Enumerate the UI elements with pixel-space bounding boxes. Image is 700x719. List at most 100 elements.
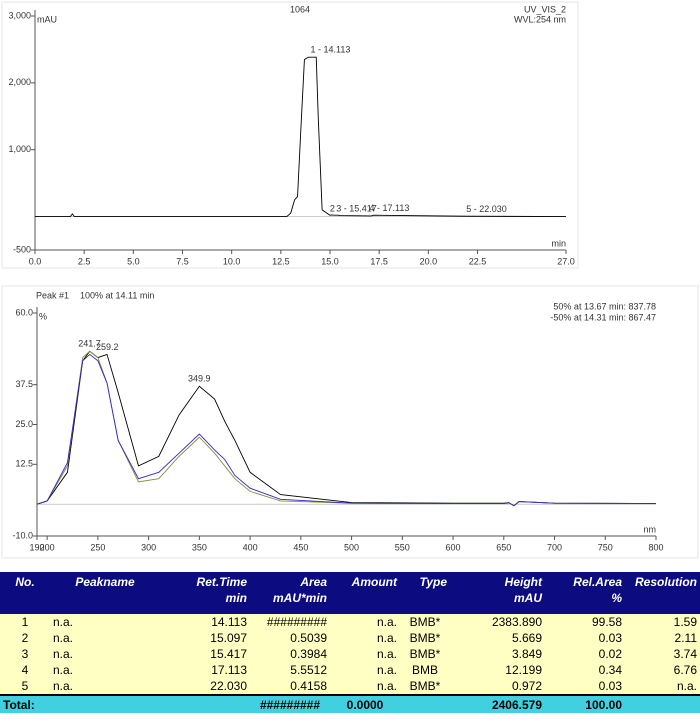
header-text: Rel.Area	[573, 575, 622, 589]
header-text: mAU	[513, 591, 542, 605]
x-tick-label: 12.5	[272, 256, 290, 266]
x-tick-label: 500	[344, 542, 359, 552]
table-cell: BMB	[400, 662, 450, 678]
table-cell: 17.113	[160, 662, 250, 678]
charts: -500 1,000 2,000 3,000 0.0 2.5 5.0 7.5 10.0 12.5 1…	[1, 1, 699, 559]
data-line	[36, 350, 657, 507]
table-cell: 2.11	[625, 630, 700, 646]
y-tick-label: -10.0	[12, 530, 33, 540]
y-tick-label: -500	[13, 244, 31, 254]
table-cell: 5.669	[450, 630, 545, 646]
x-tick-label: 22.5	[469, 256, 487, 266]
y-tick-label: 25.0	[15, 419, 33, 429]
table-cell: 2383.890	[450, 614, 545, 630]
table-cell: 0.3984	[250, 646, 330, 662]
table-cell: 0.03	[545, 678, 625, 695]
legend-entry: -50% at 14.31 min: 867.47	[550, 312, 656, 322]
empty-cell	[625, 694, 700, 713]
x-tick-label: 250	[90, 542, 105, 552]
table-cell: 3	[0, 646, 50, 662]
table-cell: 5	[0, 678, 50, 695]
x-tick-label: 15.0	[321, 256, 339, 266]
header-text: Peakname	[75, 575, 135, 589]
total-cell: 0.0000	[330, 694, 400, 713]
header-text: mAU*min	[272, 591, 327, 605]
peak-label: 3 - 15.417	[336, 204, 377, 214]
column-header: Area mAU*min	[250, 572, 330, 614]
table-cell: 1.59	[625, 614, 700, 630]
table-cell: 1	[0, 614, 50, 630]
table-cell: BMB*	[400, 678, 450, 695]
total-cell: 100.00	[545, 694, 625, 713]
table-cell: 15.417	[160, 646, 250, 662]
table-cell: n.a.	[330, 678, 400, 695]
x-tick-label: 200	[40, 542, 55, 552]
table-cell: 3.74	[625, 646, 700, 662]
x-tick-label: 0.0	[29, 256, 42, 266]
x-tick-label: 600	[446, 542, 461, 552]
header-text: min	[225, 591, 247, 605]
y-tick-label: 2,000	[8, 77, 31, 87]
table-cell: 0.34	[545, 662, 625, 678]
x-tick-label: 750	[598, 542, 613, 552]
y-tick-label: 37.5	[15, 379, 33, 389]
total-cell: Total:	[0, 694, 50, 713]
x-unit: min	[551, 238, 566, 248]
column-header: Rel.Area%	[545, 572, 625, 614]
x-tick-label: 10.0	[223, 256, 241, 266]
data-line	[35, 56, 567, 218]
wavelength: WVL:254 nm	[514, 14, 566, 24]
table-cell: 2	[0, 630, 50, 646]
header-text: Height	[504, 575, 542, 589]
column-header: Amount	[330, 572, 400, 614]
data-line	[36, 350, 657, 507]
x-tick-label: 400	[243, 542, 258, 552]
table-cell: 5.5512	[250, 662, 330, 678]
legend-entry: 100% at 14.11 min	[80, 290, 154, 300]
peak-table: No. Peakname Ret.Time min Area mAU*min Amount T…	[0, 572, 700, 713]
header-text: Type	[419, 575, 447, 589]
x-tick-label: 7.5	[176, 256, 189, 266]
y-tick-label: 60.0	[15, 307, 33, 317]
table-cell: 0.5039	[250, 630, 330, 646]
column-header: No.	[0, 572, 50, 614]
header-text: Amount	[351, 575, 397, 589]
table-cell: 0.03	[545, 630, 625, 646]
x-tick-label: 5.0	[127, 256, 140, 266]
column-header: Resolution	[625, 572, 700, 614]
table-cell: 99.58	[545, 614, 625, 630]
table-cell: n.a.	[50, 646, 160, 662]
column-header: Height mAU	[450, 572, 545, 614]
x-tick-label: 190	[29, 542, 44, 552]
table-cell: n.a.	[50, 614, 160, 630]
peak-label: 4 - 17.113	[370, 203, 410, 213]
header-text: Resolution	[635, 575, 697, 589]
table-cell: 12.199	[450, 662, 545, 678]
header-text: Ret.Time	[196, 575, 247, 589]
peak-label: 241.7	[78, 339, 101, 349]
data-line	[36, 353, 657, 507]
table-cell: 4	[0, 662, 50, 678]
x-tick-label: 800	[648, 542, 663, 552]
table-cell: 15.097	[160, 630, 250, 646]
table-cell: n.a.	[330, 646, 400, 662]
table-cell: 14.113	[160, 614, 250, 630]
x-tick-label: 2.5	[78, 256, 91, 266]
x-tick-label: 17.5	[370, 256, 388, 266]
table-cell: n.a.	[50, 678, 160, 695]
chart-title: Peak #1	[36, 290, 69, 300]
column-header: Type	[400, 572, 450, 614]
x-tick-label: 20.0	[420, 256, 438, 266]
x-tick-label: 450	[293, 542, 308, 552]
table-cell: n.a.	[330, 614, 400, 630]
table-cell: n.a.	[330, 662, 400, 678]
table-cell: n.a.	[50, 662, 160, 678]
y-tick-label: 3,000	[8, 10, 31, 20]
total-cell: 2406.579	[450, 694, 545, 713]
chart-frame	[1, 285, 699, 559]
header-text: Area	[300, 575, 327, 589]
y-tick-label: 1,000	[8, 144, 31, 154]
table-cell: 0.4158	[250, 678, 330, 695]
total-row: Total: ######### 0.0000 2406.579 100.00	[0, 694, 700, 713]
